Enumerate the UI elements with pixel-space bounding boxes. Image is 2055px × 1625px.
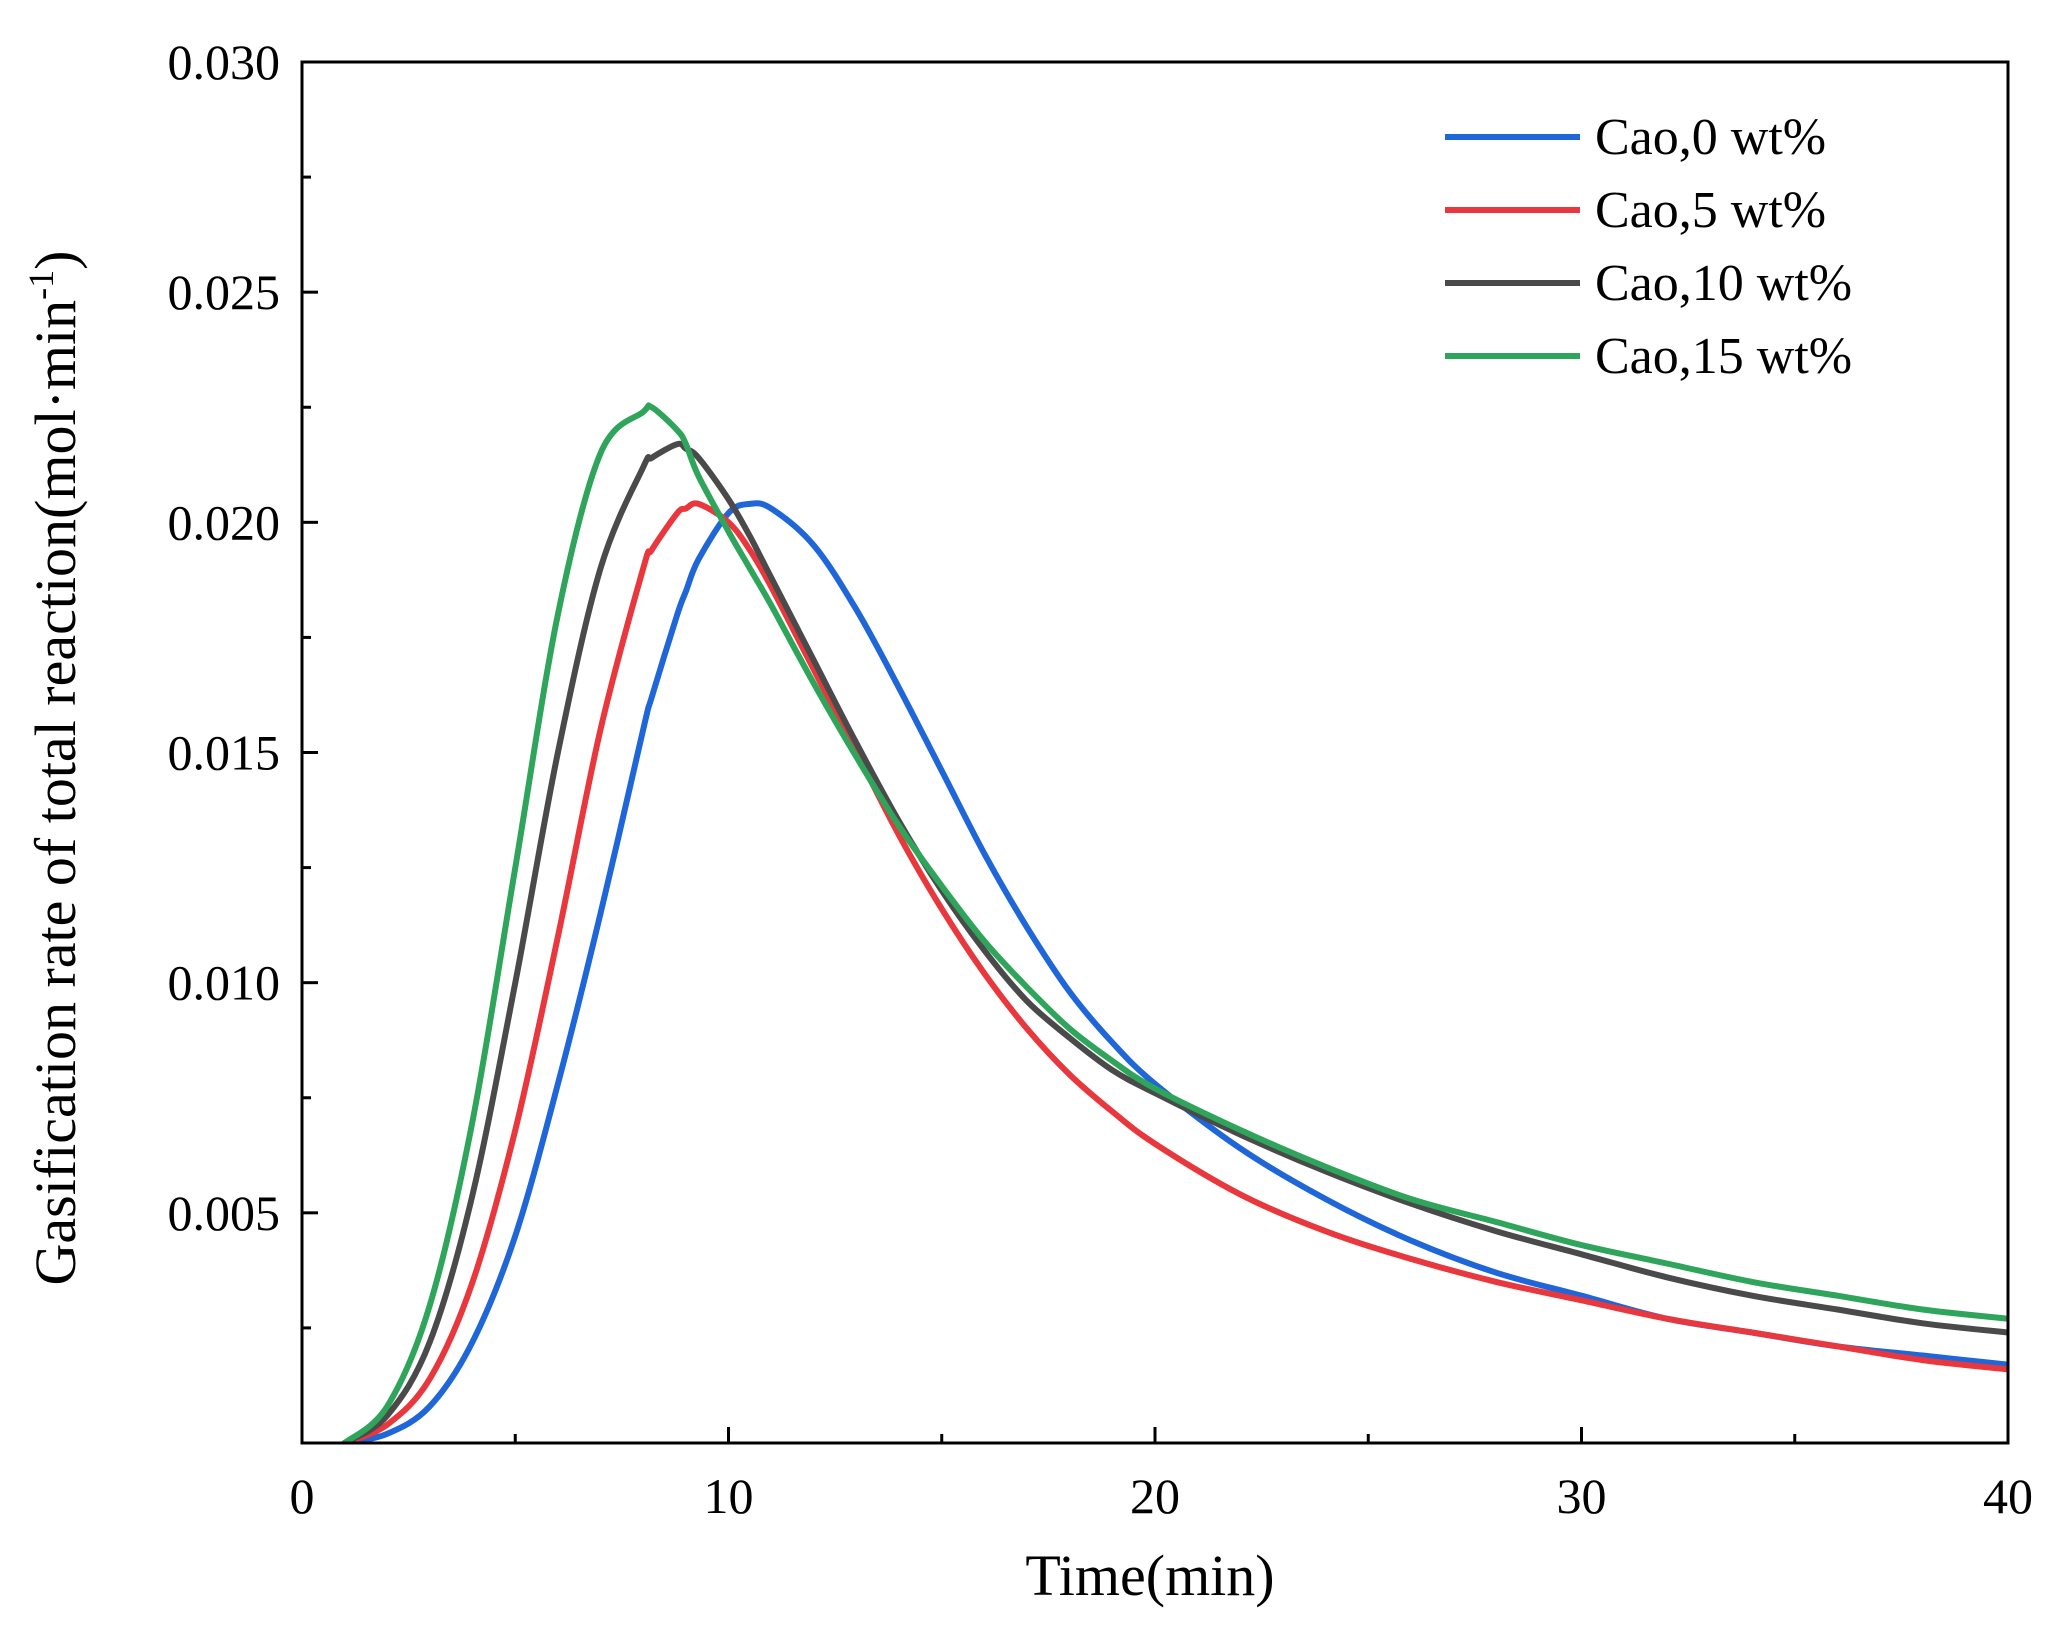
x-tick-label: 10 [704, 1468, 754, 1524]
y-axis-title: Gasification rate of total reaction(mol·… [21, 251, 88, 1286]
y-axis-title-main: Gasification rate of total reaction(mol·… [23, 300, 88, 1286]
series-line-0 [341, 500, 2008, 1443]
x-axis-title: Time(min) [1025, 1543, 1274, 1608]
series-line-3 [341, 402, 2008, 1443]
y-axis-title-close: ) [23, 251, 88, 270]
axis-layer: 0 10 20 30 40 0.005 0.010 0.015 0.020 0.025 0.030 [168, 34, 2034, 1524]
legend: Cao,0 wt% Cao,5 wt% Cao,10 wt% Cao,15 wt% [1445, 109, 1852, 385]
y-tick-label: 0.020 [168, 494, 281, 550]
legend-label-1: Cao,5 wt% [1595, 182, 1826, 239]
x-tick-label: 40 [1983, 1468, 2033, 1524]
y-tick-label: 0.030 [168, 34, 281, 90]
series-line-2 [341, 440, 2008, 1443]
x-tick-label: 0 [290, 1468, 315, 1524]
y-axis-title-superscript: -1 [21, 270, 61, 300]
legend-label-3: Cao,15 wt% [1595, 328, 1852, 385]
y-tick-label: 0.015 [168, 725, 281, 781]
x-tick-label: 20 [1130, 1468, 1180, 1524]
legend-label-2: Cao,10 wt% [1595, 255, 1852, 312]
y-tick-label: 0.005 [168, 1185, 281, 1241]
y-tick-label: 0.025 [168, 264, 281, 320]
y-tick-label: 0.010 [168, 955, 281, 1011]
series-layer [341, 402, 2008, 1443]
legend-label-0: Cao,0 wt% [1595, 109, 1826, 166]
x-tick-label: 30 [1557, 1468, 1607, 1524]
series-line-1 [341, 500, 2008, 1443]
